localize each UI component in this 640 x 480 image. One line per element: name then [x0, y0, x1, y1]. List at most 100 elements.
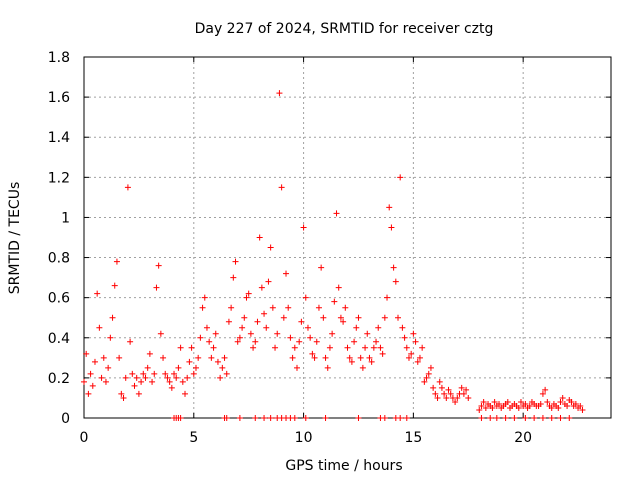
data-point [164, 374, 171, 381]
data-point [239, 324, 246, 331]
data-point [283, 270, 290, 277]
data-point [96, 324, 103, 331]
data-point [522, 400, 529, 407]
data-point [85, 390, 92, 397]
data-point [539, 415, 546, 421]
data-point [175, 364, 182, 371]
x-tick-label: 15 [404, 430, 422, 446]
data-point [129, 370, 136, 377]
data-point [192, 364, 199, 371]
data-point [447, 390, 454, 397]
data-point [480, 398, 487, 405]
data-point [493, 415, 500, 421]
data-point [280, 314, 287, 321]
data-point [291, 344, 298, 351]
data-point [482, 404, 489, 411]
data-point [478, 415, 485, 421]
data-point [300, 224, 307, 231]
data-point [548, 404, 555, 411]
data-point [392, 278, 399, 285]
data-point [390, 264, 397, 271]
data-point [397, 415, 404, 421]
data-point [539, 390, 546, 397]
data-point [452, 398, 459, 405]
data-point [375, 324, 382, 331]
data-point [236, 415, 243, 421]
data-point [410, 330, 417, 337]
data-point [177, 415, 184, 421]
data-point [416, 354, 423, 361]
data-point [212, 330, 219, 337]
data-point [381, 314, 388, 321]
data-point [100, 354, 107, 361]
data-point [116, 354, 123, 361]
data-point [421, 378, 428, 385]
data-point [318, 264, 325, 271]
y-tick-label: 0 [61, 411, 70, 427]
data-point [144, 364, 151, 371]
y-tick-label: 0.2 [48, 371, 70, 387]
data-point [548, 415, 555, 421]
data-point [217, 374, 224, 381]
y-tick-label: 1.2 [48, 170, 70, 186]
data-point [313, 338, 320, 345]
data-point [293, 364, 300, 371]
data-point [195, 354, 202, 361]
data-point [124, 184, 131, 191]
data-point [381, 415, 388, 421]
data-point [379, 350, 386, 357]
data-point [87, 370, 94, 377]
data-point [522, 415, 529, 421]
data-point [120, 394, 127, 401]
data-point [265, 278, 272, 285]
data-point [373, 338, 380, 345]
data-point [208, 354, 215, 361]
data-point [384, 294, 391, 301]
data-point [166, 378, 173, 385]
data-point [370, 344, 377, 351]
y-tick-label: 1.6 [48, 90, 70, 106]
data-point [346, 354, 353, 361]
data-point [278, 184, 285, 191]
data-point [517, 398, 524, 405]
data-point [81, 378, 87, 385]
data-point [315, 304, 322, 311]
data-point [267, 244, 274, 251]
data-point [113, 258, 120, 265]
data-point [157, 330, 164, 337]
data-point [188, 344, 195, 351]
data-point [344, 344, 351, 351]
chart-title: Day 227 of 2024, SRMTID for receiver czt… [195, 21, 494, 37]
data-point [122, 374, 129, 381]
data-point [537, 400, 544, 407]
data-point [531, 415, 538, 421]
data-point [465, 394, 472, 401]
data-point [397, 174, 404, 181]
data-point [566, 415, 573, 421]
y-tick-labels: 0 0.2 0.4 0.6 0.8 1 1.2 1.4 1.6 1.8 [48, 50, 70, 427]
data-point [405, 354, 412, 361]
data-point [149, 378, 156, 385]
data-point [564, 402, 571, 409]
data-point [441, 390, 448, 397]
data-point [234, 338, 241, 345]
data-point [289, 354, 296, 361]
data-point [414, 358, 421, 365]
data-point [171, 370, 178, 377]
data-point [342, 304, 349, 311]
data-point [434, 394, 441, 401]
data-point [155, 262, 162, 269]
data-point [151, 370, 158, 377]
data-point [544, 398, 551, 405]
data-point [243, 294, 250, 301]
x-tick-label: 5 [189, 430, 198, 446]
data-point [267, 415, 274, 421]
data-point [445, 386, 452, 393]
data-point [337, 314, 344, 321]
data-point [311, 354, 318, 361]
data-point [542, 386, 549, 393]
data-point [430, 384, 437, 391]
data-point [401, 334, 408, 341]
data-point [269, 304, 276, 311]
data-point [359, 364, 366, 371]
